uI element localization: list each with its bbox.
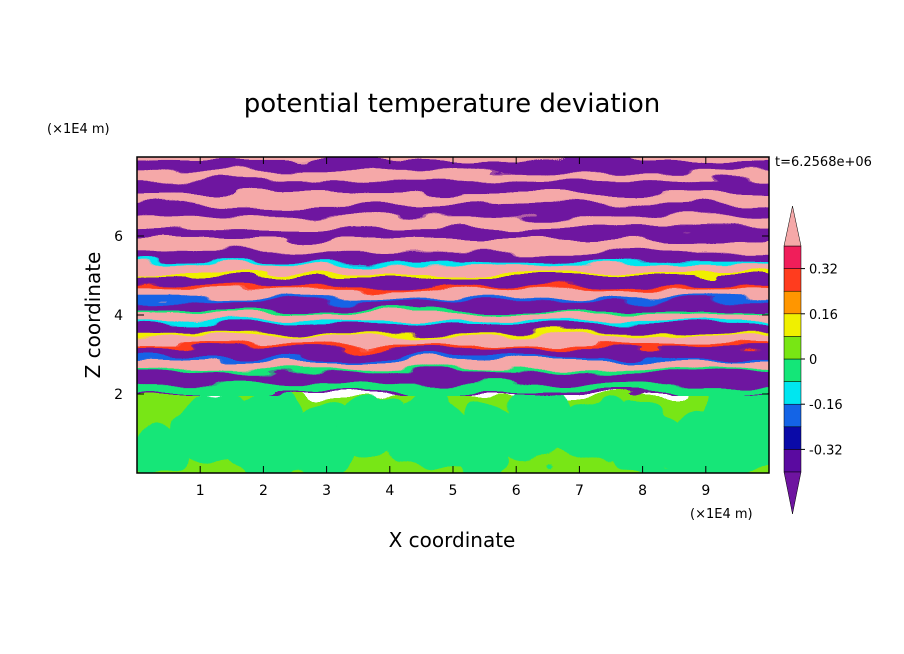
field-band (137, 356, 769, 360)
y-tick-label: 2 (114, 387, 123, 403)
colorbar-segment (783, 245, 802, 269)
field-band (137, 345, 769, 349)
x-tick-label: 1 (196, 483, 205, 499)
field-band (137, 384, 769, 394)
colorbar-label: -0.16 (809, 398, 843, 413)
y-unit-label: (×1E4 m) (47, 122, 110, 137)
y-axis-title: Z coordinate (81, 252, 105, 379)
field-band (137, 274, 769, 277)
colorbar-over-triangle (783, 205, 802, 247)
x-tick-label: 2 (259, 483, 268, 499)
colorbar-segment (783, 290, 802, 315)
chart-title: potential temperature deviation (244, 89, 660, 119)
field-band (137, 333, 769, 337)
field-region (617, 403, 674, 473)
colorbar-under-triangle (783, 471, 802, 515)
field-region (544, 400, 641, 461)
field-band (137, 368, 769, 372)
x-tick-label: 8 (638, 483, 647, 499)
y-tick-label: 4 (114, 308, 123, 324)
y-tick-label: 6 (114, 229, 123, 245)
x-tick-label: 7 (575, 483, 584, 499)
colorbar-label: 0.32 (809, 263, 838, 278)
time-label: t=6.2568e+06 (775, 155, 872, 170)
colorbar-segment (783, 449, 802, 473)
field-region (295, 398, 352, 473)
y-axis: 2 4 6 (114, 229, 769, 403)
x-tick-label: 5 (449, 483, 458, 499)
plot-area (137, 157, 769, 473)
colorbar-label: 0 (809, 353, 817, 368)
colorbar-segment (783, 336, 802, 360)
colorbar-segment (783, 381, 802, 405)
colorbar-segment (783, 358, 802, 382)
field-region (456, 400, 513, 473)
x-tick-label: 4 (385, 483, 394, 499)
field-region (382, 397, 479, 470)
lower-uniform-layer (137, 372, 769, 473)
field-band (137, 285, 769, 289)
field-band (137, 309, 769, 313)
x-axis-title: X coordinate (389, 528, 516, 552)
colorbar-segment (783, 313, 802, 337)
x-axis: 1 2 3 4 5 6 7 8 9 (196, 157, 710, 499)
stratified-layer (137, 157, 769, 396)
colorbar-segment (783, 403, 802, 428)
colorbar-segment (783, 426, 802, 450)
field-region (221, 394, 318, 473)
field-band (137, 262, 769, 266)
colorbar: -0.32 -0.16 0 0.16 0.32 (783, 205, 843, 515)
field-band (137, 321, 769, 325)
field-band (137, 297, 769, 301)
field-region (705, 379, 769, 473)
x-tick-label: 6 (512, 483, 521, 499)
field-region (137, 419, 191, 473)
x-tick-label: 9 (701, 483, 710, 499)
colorbar-label: -0.32 (809, 443, 843, 458)
colorbar-label: 0.16 (809, 308, 838, 323)
colorbar-segment (783, 268, 802, 292)
x-tick-label: 3 (322, 483, 331, 499)
x-unit-label: (×1E4 m) (690, 507, 753, 522)
